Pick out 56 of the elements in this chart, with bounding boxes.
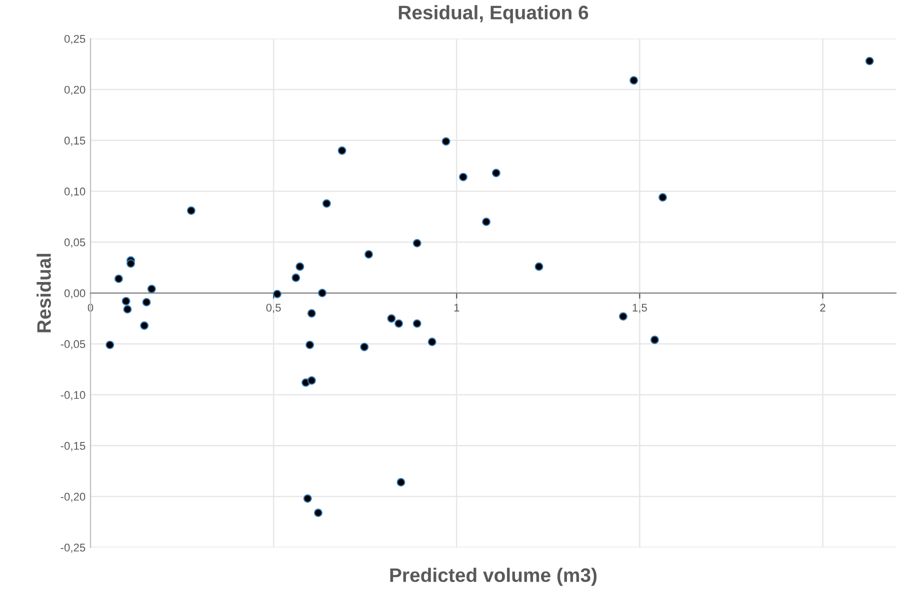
y-tick-label: 0,05: [64, 238, 86, 248]
x-tick-label: 0,5: [266, 304, 281, 313]
point: [394, 319, 403, 328]
point: [272, 290, 282, 298]
y-tick-label: 0,00: [64, 289, 86, 298]
point: [307, 309, 316, 318]
point: [650, 336, 659, 344]
point: [865, 56, 874, 66]
y-tick-label: 0,15: [64, 136, 86, 146]
y-tick-label: -0,15: [60, 442, 86, 452]
point: [412, 238, 422, 248]
point: [140, 321, 149, 330]
y-tick-label: 0,10: [64, 188, 86, 197]
point: [186, 206, 196, 215]
point: [482, 218, 490, 226]
point: [142, 298, 151, 306]
point: [492, 168, 500, 178]
point: [147, 284, 156, 294]
point: [360, 342, 369, 352]
point: [364, 250, 373, 259]
point: [396, 478, 406, 487]
point: [106, 340, 114, 350]
point: [442, 137, 450, 146]
point: [306, 340, 314, 350]
point: [658, 193, 667, 202]
point: [123, 305, 132, 314]
y-tick-label: 0,20: [64, 86, 86, 95]
point: [630, 76, 638, 85]
point: [428, 338, 436, 346]
point: [292, 274, 300, 282]
point: [122, 296, 130, 306]
x-tick-label: 1: [454, 304, 460, 312]
point: [303, 494, 312, 503]
point: [318, 288, 326, 298]
point: [338, 146, 346, 155]
point: [618, 312, 628, 321]
y-axis-title: Residual: [36, 254, 51, 332]
point: [307, 376, 316, 385]
x-tick-label: 1,5: [632, 304, 647, 313]
point: [458, 172, 468, 182]
chart-title: Residual, Equation 6: [398, 5, 588, 24]
point: [534, 262, 544, 271]
point: [322, 199, 331, 208]
point: [387, 314, 396, 323]
x-tick-label: 2: [820, 304, 826, 312]
y-tick-label: -0,05: [60, 340, 86, 350]
point: [126, 259, 135, 268]
y-tick-label: -0,10: [60, 391, 86, 400]
y-tick-label: -0,20: [60, 492, 86, 502]
y-tick-label: -0,25: [60, 544, 86, 553]
point: [314, 508, 322, 518]
y-tick-label: 0,25: [64, 34, 86, 44]
point: [412, 319, 422, 328]
point: [114, 274, 123, 284]
point: [296, 262, 304, 271]
x-axis-title: Predicted volume (m3): [390, 568, 597, 586]
